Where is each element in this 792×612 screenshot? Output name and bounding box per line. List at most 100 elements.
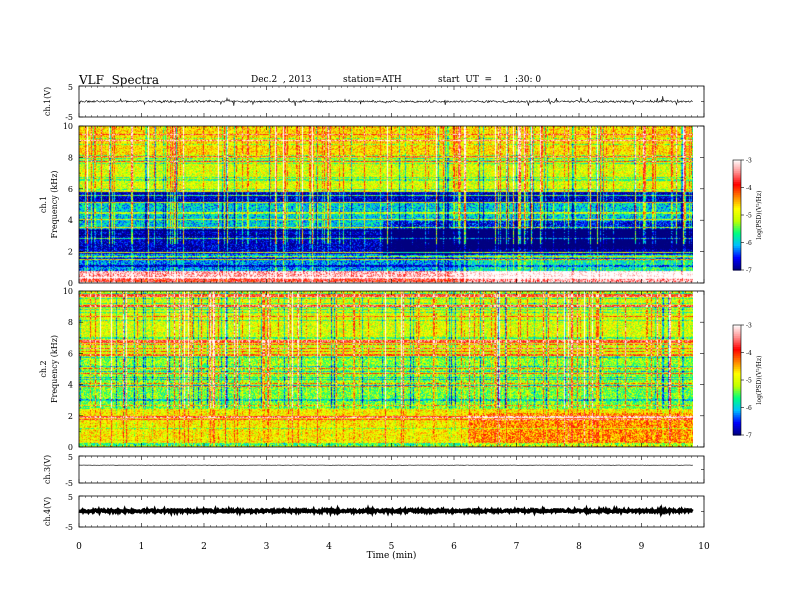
colorbar-swatch	[733, 392, 741, 396]
y-tick-label: 6	[68, 185, 73, 194]
colorbar-swatch	[733, 260, 741, 264]
colorbar-swatch	[733, 413, 741, 416]
colorbar-swatch	[733, 369, 741, 372]
colorbar-tick-label: -4	[746, 350, 752, 357]
colorbar-swatch	[733, 249, 741, 253]
colorbar-swatch	[733, 326, 741, 330]
colorbar-swatch	[733, 354, 741, 357]
colorbar-swatch	[733, 172, 741, 176]
x-tick-label: 6	[451, 542, 457, 552]
colorbar-swatch	[733, 198, 741, 201]
y-tick-label: 2	[68, 248, 73, 257]
colorbar-swatch	[733, 414, 741, 418]
colorbar-swatch	[733, 215, 741, 218]
colorbar-swatch	[733, 213, 741, 216]
colorbar-swatch	[733, 255, 741, 258]
colorbar-swatch	[733, 268, 741, 271]
colorbar-swatch	[733, 391, 741, 394]
colorbar-swatch	[733, 165, 741, 168]
y-tick-label: 10	[63, 122, 73, 131]
y-axis-label: ch.3(V)	[43, 455, 52, 484]
y-tick-label: 10	[63, 287, 73, 296]
colorbar-label: log(PSD)(V²/Hz)	[756, 356, 763, 405]
colorbar-swatch	[733, 240, 741, 244]
colorbar-swatch	[733, 233, 741, 236]
colorbar-swatch	[733, 334, 741, 337]
colorbar-swatch	[733, 332, 741, 335]
colorbar-swatch	[733, 163, 741, 167]
y-tick-label: 0	[68, 443, 73, 452]
colorbar-swatch	[733, 356, 741, 359]
colorbar-swatch	[733, 389, 741, 392]
colorbar-swatch	[733, 242, 741, 245]
y-axis-label: Frequency (kHz)	[50, 170, 59, 238]
x-tick-label: 3	[264, 542, 270, 552]
colorbar-swatch	[733, 341, 741, 344]
colorbar-swatch	[733, 330, 741, 333]
colorbar-swatch	[733, 425, 741, 429]
colorbar-swatch	[733, 204, 741, 207]
y-axis-label: ch.1(V)	[43, 87, 52, 116]
colorbar-swatch	[733, 343, 741, 346]
colorbar-swatch	[733, 237, 741, 240]
colorbar-swatch	[733, 398, 741, 401]
colorbar-tick-label: -5	[746, 378, 752, 385]
y-tick-label: 0	[68, 279, 73, 288]
y-tick-label: 8	[68, 153, 73, 162]
colorbar-swatch	[733, 196, 741, 200]
colorbar-swatch	[733, 244, 741, 247]
colorbar-swatch	[733, 339, 741, 343]
colorbar-swatch	[733, 205, 741, 209]
x-tick-label: 10	[698, 542, 710, 552]
colorbar-tick-label: -7	[746, 268, 752, 275]
colorbar-swatch	[733, 359, 741, 363]
colorbar-swatch	[733, 411, 741, 414]
colorbar-swatch	[733, 209, 741, 212]
colorbar-swatch	[733, 202, 741, 205]
colorbar-swatch	[733, 387, 741, 390]
colorbar-swatch	[733, 176, 741, 179]
colorbar-swatch	[733, 262, 741, 266]
colorbar-swatch	[733, 174, 741, 178]
x-tick-label: 0	[76, 542, 82, 552]
colorbar-swatch	[733, 224, 741, 227]
y-tick-label: -5	[65, 479, 73, 488]
x-tick-label: 9	[639, 542, 645, 552]
colorbar-swatch	[733, 171, 741, 174]
colorbar-swatch	[733, 380, 741, 383]
colorbar-swatch	[733, 396, 741, 399]
colorbar-swatch	[733, 183, 741, 187]
ch1-waveform-trace	[78, 96, 693, 107]
colorbar-swatch	[733, 361, 741, 365]
colorbar-swatch	[733, 424, 741, 427]
ch4-waveform-trace	[78, 504, 694, 518]
colorbar-swatch	[733, 347, 741, 350]
y-axis-label: Frequency (kHz)	[50, 335, 59, 403]
colorbar-swatch	[733, 248, 741, 251]
colorbar-swatch	[733, 160, 741, 163]
colorbar-swatch	[733, 185, 741, 189]
colorbar-swatch	[733, 226, 741, 229]
x-tick-label: 8	[576, 542, 582, 552]
colorbar-tick-label: -4	[746, 185, 752, 192]
colorbar-swatch	[733, 365, 741, 368]
colorbar-swatch	[733, 161, 741, 165]
colorbar-swatch	[733, 433, 741, 436]
colorbar-swatch	[733, 235, 741, 238]
colorbar-swatch	[733, 429, 741, 432]
colorbar-swatch	[733, 376, 741, 379]
colorbar-swatch	[733, 231, 741, 234]
colorbar-swatch	[733, 251, 741, 255]
colorbar-swatch	[733, 216, 741, 220]
colorbar-swatch	[733, 200, 741, 203]
colorbar-swatch	[733, 363, 741, 366]
date-label: Dec.2 , 2013	[251, 75, 312, 85]
colorbar-swatch	[733, 381, 741, 385]
x-tick-label: 1	[139, 542, 145, 552]
colorbar-swatch	[733, 427, 741, 431]
colorbar-swatch	[733, 266, 741, 269]
colorbar-tick-label: -6	[746, 240, 752, 247]
y-tick-label: 4	[68, 381, 73, 390]
x-tick-label: 7	[514, 542, 520, 552]
